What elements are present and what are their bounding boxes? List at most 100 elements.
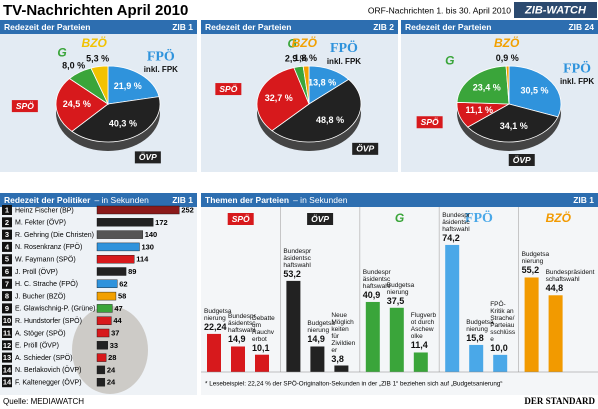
rank-box	[2, 303, 12, 314]
bar	[334, 365, 349, 372]
bar	[286, 280, 301, 372]
theme-value: 15,8	[466, 332, 484, 343]
bar	[207, 333, 221, 372]
rank-box	[2, 377, 12, 388]
bar-annotation: Budgetsanierung 37,5	[387, 282, 417, 306]
bar-annotation: Bundespräsidentschaftswahl 74,2	[442, 212, 472, 243]
slice-label: 34,1 %	[500, 121, 528, 131]
rank-box	[2, 229, 12, 240]
bar-value: 62	[119, 279, 127, 288]
rank: 1	[5, 205, 9, 214]
pie-slice	[508, 65, 562, 118]
badge-box	[514, 2, 597, 18]
bar	[445, 244, 460, 372]
fpk-note: inkl. FPK	[327, 57, 361, 66]
politician-name: Heinz Fischer (BP)	[15, 207, 74, 214]
bar	[413, 352, 428, 372]
bar-annotation: Neue Möglichkeiten für Zivildiener 3,8	[331, 312, 356, 364]
bar	[96, 291, 117, 301]
party-logo: FPÖ	[147, 47, 175, 64]
logo-box	[134, 151, 161, 164]
bar-value: 33	[110, 341, 118, 350]
panel-header	[0, 20, 197, 34]
party-logo: ÖVP	[311, 214, 329, 224]
rank-box	[2, 254, 12, 265]
theme-label: Budgetsanierung	[386, 281, 415, 296]
rank-box	[2, 278, 12, 289]
rank: 2	[5, 218, 9, 227]
rank: 3	[5, 230, 9, 239]
title: TV-Nachrichten April 2010	[3, 2, 188, 19]
brand: DER STANDARD	[524, 396, 595, 406]
bar-value: 58	[118, 292, 126, 301]
bar-value: 130	[141, 242, 154, 251]
party-logo: ÖVP	[356, 144, 374, 154]
politician-name: F. Kaltenegger (ÖVP)	[15, 379, 82, 387]
slice-label: 5,3 %	[86, 53, 109, 63]
bar	[524, 277, 539, 372]
pie-slice	[505, 65, 510, 105]
rank: 8	[5, 292, 9, 301]
panel-tag: ZIB 2	[373, 22, 394, 32]
bar-value: 172	[155, 218, 168, 227]
politician-name: J. Bucher (BZÖ)	[15, 292, 66, 300]
politician-name: J. Pröll (ÖVP)	[15, 268, 58, 276]
theme-value: 55,2	[521, 265, 540, 276]
theme-value: 10,0	[490, 342, 508, 353]
party-logo: ÖVP	[513, 155, 531, 165]
pie-slice	[467, 103, 559, 143]
theme-value: 74,2	[442, 232, 460, 243]
theme-label: Bundespräsidentschaftswahl	[545, 269, 595, 284]
panel-title: Redezeit der Politiker	[4, 195, 91, 205]
theme-value: 10,1	[252, 342, 270, 353]
rank-box	[2, 364, 12, 375]
party-logo: BZÖ	[546, 210, 572, 225]
panel-title: Redezeit der Parteien	[405, 22, 491, 32]
bar	[310, 346, 325, 372]
bar	[96, 267, 127, 276]
politician-name: A. Schieder (SPÖ)	[15, 354, 73, 362]
theme-label: Neue Möglichkeiten für Zivildiener	[331, 311, 356, 354]
theme-label: Budgetsanierung	[204, 307, 232, 322]
party-logo: G	[287, 37, 296, 51]
pie-slice	[256, 67, 310, 132]
bar	[548, 295, 563, 372]
bar	[96, 279, 118, 288]
pie-slice	[302, 65, 310, 105]
bar	[96, 254, 135, 264]
party-logo: G	[57, 45, 66, 59]
panel-header	[201, 20, 398, 34]
pie-slice	[271, 78, 362, 143]
politician-name: N. Rosenkranz (FPÖ)	[15, 243, 82, 251]
party-logo: SPÖ	[16, 101, 34, 111]
rank: 11	[3, 328, 11, 337]
pie-slice	[55, 78, 109, 132]
party-logo: ÖVP	[139, 152, 157, 162]
bar-value: 114	[136, 255, 149, 264]
panel-subtitle: – in Sekunden	[293, 195, 348, 205]
politician-name: M. Fekter (ÖVP)	[15, 219, 66, 227]
politician-name: E. Glawischnig-P. (Grüne)	[15, 306, 95, 313]
bar	[96, 205, 180, 215]
rank: 6	[5, 267, 9, 276]
pie-slice	[90, 65, 109, 105]
slice-label: 23,4 %	[473, 82, 501, 92]
panel-tag: ZIB 1	[573, 195, 594, 205]
panel-header	[401, 20, 598, 34]
theme-label: Bundespräsidentschaftswahl	[228, 313, 256, 335]
theme-value: 3,8	[331, 353, 344, 364]
rank-box	[2, 205, 12, 215]
rank-box	[2, 340, 12, 351]
rank-box	[2, 266, 12, 277]
theme-value: 14,9	[307, 334, 325, 345]
politician-name: A. Stöger (SPÖ)	[15, 329, 66, 337]
bar	[96, 353, 107, 362]
party-logo: BZÖ	[494, 35, 520, 50]
slice-label: 24,5 %	[63, 99, 91, 109]
logo-box	[307, 213, 334, 225]
bar	[96, 316, 112, 325]
fpk-note: inkl. FPK	[560, 77, 594, 86]
rank: 9	[5, 304, 9, 313]
